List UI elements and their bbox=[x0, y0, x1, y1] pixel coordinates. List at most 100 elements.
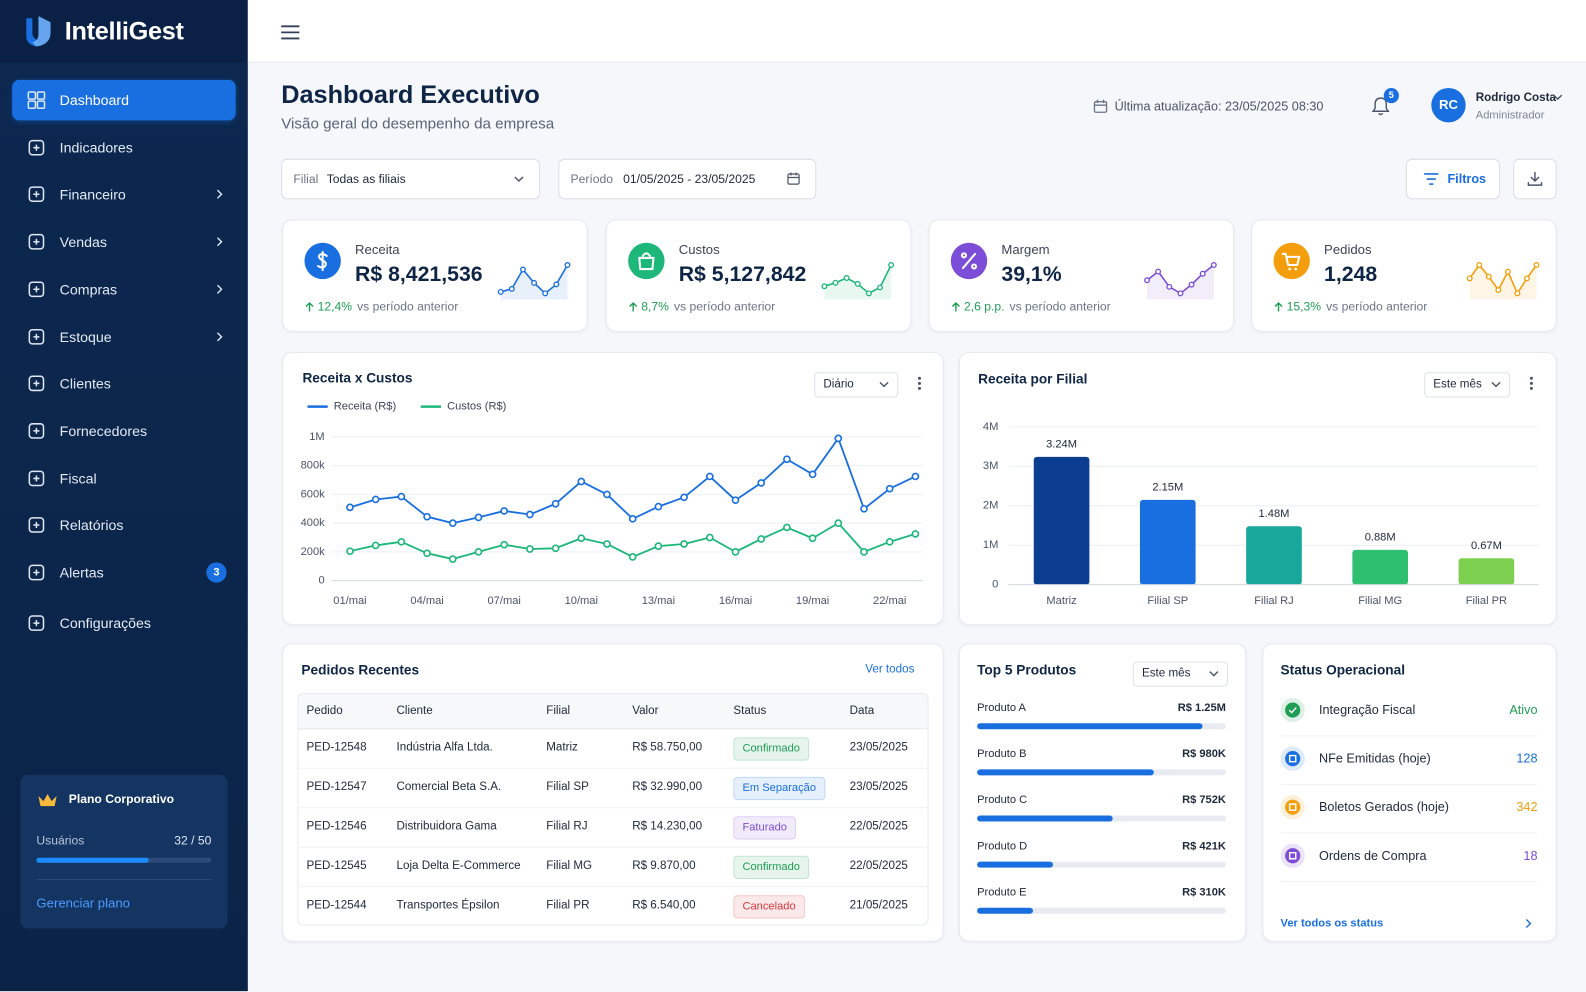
sparkline bbox=[821, 262, 895, 300]
dropdown[interactable]: Este mês bbox=[1424, 372, 1511, 398]
up-arrow bbox=[629, 301, 638, 312]
dot bbox=[1529, 381, 1533, 385]
kpi-icon bbox=[950, 242, 988, 280]
nav-item[interactable]: Alertas 3 bbox=[12, 552, 236, 592]
y-tick-label: 800k bbox=[301, 460, 326, 472]
nav-item[interactable]: Clientes bbox=[12, 363, 236, 403]
nav-icon bbox=[27, 91, 46, 109]
view-all-link[interactable]: Ver todos bbox=[865, 663, 915, 676]
nav-item[interactable]: Vendas bbox=[12, 222, 236, 262]
nav-icon bbox=[28, 375, 45, 392]
icon-glyph bbox=[317, 250, 328, 272]
table-cell: 21/05/2025 bbox=[849, 899, 908, 912]
icon-part bbox=[33, 191, 40, 198]
icon-glyph bbox=[961, 252, 977, 270]
icon-part bbox=[27, 91, 37, 100]
sparkline-point bbox=[832, 279, 839, 286]
column-header: Filial bbox=[546, 705, 571, 718]
nav-item[interactable]: Configurações bbox=[12, 603, 236, 643]
link-chevron bbox=[1525, 918, 1532, 929]
y-tick-label: 2M bbox=[983, 500, 998, 512]
sparkline-point bbox=[843, 275, 850, 281]
period-filter[interactable]: Período 01/05/2025 - 23/05/2025 bbox=[558, 158, 817, 200]
sparkline-point bbox=[1155, 268, 1162, 275]
kpi-card: Custos R$ 5,127,842 8,7% vs período anterio… bbox=[605, 219, 912, 332]
hbar-chart: Produto A R$ 1.25M Produto B R$ 980K Produto… bbox=[977, 702, 1226, 914]
icon-glyph bbox=[1288, 851, 1297, 860]
crown-icon bbox=[38, 794, 57, 807]
chevron bbox=[1491, 381, 1501, 388]
plan-title: Plano Corporativo bbox=[68, 792, 174, 807]
branch-value: Todas as filiais bbox=[326, 171, 406, 187]
nav-item[interactable]: Compras bbox=[12, 269, 236, 309]
user-menu-chevron[interactable] bbox=[1553, 94, 1563, 101]
data-point bbox=[757, 479, 766, 487]
sparkline-point bbox=[1188, 281, 1195, 288]
data-point bbox=[705, 472, 714, 481]
sparkline-point bbox=[1199, 270, 1206, 277]
nav-item[interactable]: Financeiro bbox=[12, 174, 236, 214]
more-menu[interactable] bbox=[1529, 376, 1533, 390]
icon-part bbox=[33, 286, 40, 293]
nav-item[interactable]: Indicadores bbox=[12, 127, 236, 167]
menu-toggle[interactable] bbox=[281, 25, 300, 40]
branch-filter[interactable]: Filial Todas as filiais bbox=[281, 158, 541, 200]
icon-part bbox=[33, 474, 40, 482]
y-tick-label: 0 bbox=[319, 575, 325, 587]
data-point bbox=[834, 434, 843, 443]
bar bbox=[977, 907, 1034, 914]
nav-item[interactable]: Fiscal bbox=[12, 458, 236, 498]
data-point bbox=[911, 530, 920, 538]
more-menu[interactable] bbox=[917, 376, 921, 390]
status-divider bbox=[1280, 832, 1538, 834]
icon-core bbox=[1285, 751, 1301, 767]
table-cell: R$ 9.870,00 bbox=[632, 859, 696, 872]
data-point bbox=[371, 541, 380, 550]
chevron-path bbox=[216, 237, 223, 247]
icon-part bbox=[28, 614, 45, 631]
dot bbox=[917, 386, 921, 390]
x-tick-label: 07/mai bbox=[488, 595, 521, 607]
status-icon bbox=[1280, 843, 1305, 868]
status-link[interactable]: Ver todos os status bbox=[1280, 917, 1384, 930]
nav-label: Clientes bbox=[59, 375, 111, 392]
nav-item[interactable]: Fornecedores bbox=[12, 411, 236, 451]
dropdown-label: Este mês bbox=[1141, 667, 1191, 680]
nav-label: Vendas bbox=[59, 233, 107, 250]
icon-core bbox=[1285, 848, 1301, 864]
plan-link[interactable]: Gerenciar plano bbox=[36, 895, 130, 911]
x-tick-label: 22/mai bbox=[873, 595, 906, 607]
branch-label: Filial bbox=[293, 171, 319, 187]
data-point bbox=[346, 547, 354, 555]
status-icon bbox=[1280, 746, 1305, 771]
chevron-path bbox=[1491, 381, 1501, 388]
sparkline-point bbox=[1166, 283, 1173, 290]
value-label: R$ 310K bbox=[1182, 886, 1226, 898]
filters-button[interactable]: Filtros bbox=[1405, 158, 1501, 200]
plan-card: Plano Corporativo Usuários 32 / 50 Geren… bbox=[20, 774, 228, 929]
nav-item[interactable]: Dashboard bbox=[12, 79, 236, 121]
kpi-comparison: vs período anterior bbox=[357, 299, 459, 314]
submenu-chevron bbox=[216, 331, 223, 341]
avatar[interactable]: RC bbox=[1431, 88, 1466, 123]
icon-part bbox=[33, 238, 40, 245]
table-cell: Comercial Beta S.A. bbox=[396, 780, 502, 794]
download-button[interactable] bbox=[1513, 158, 1557, 200]
nav-label: Relatórios bbox=[59, 517, 124, 534]
dropdown[interactable]: Diário bbox=[814, 372, 899, 398]
usage-bar bbox=[36, 857, 149, 863]
nav-item[interactable]: Estoque bbox=[12, 316, 236, 356]
dropdown[interactable]: Este mês bbox=[1132, 661, 1228, 687]
calendar-icon bbox=[787, 172, 800, 185]
kpi-icon bbox=[304, 242, 341, 280]
dropdown-label: Diário bbox=[823, 378, 854, 391]
data-point bbox=[680, 493, 688, 502]
value-label: R$ 752K bbox=[1182, 794, 1226, 806]
icon-part bbox=[28, 139, 45, 156]
orders-card: Pedidos Recentes Ver todos Pedido Cliente Fi… bbox=[282, 643, 944, 942]
dot bbox=[1529, 386, 1533, 390]
x-tick-label: Matriz bbox=[1046, 595, 1076, 607]
x-tick-label: 10/mai bbox=[565, 595, 598, 607]
nav-icon bbox=[28, 470, 45, 486]
nav-item[interactable]: Relatórios bbox=[12, 505, 236, 545]
